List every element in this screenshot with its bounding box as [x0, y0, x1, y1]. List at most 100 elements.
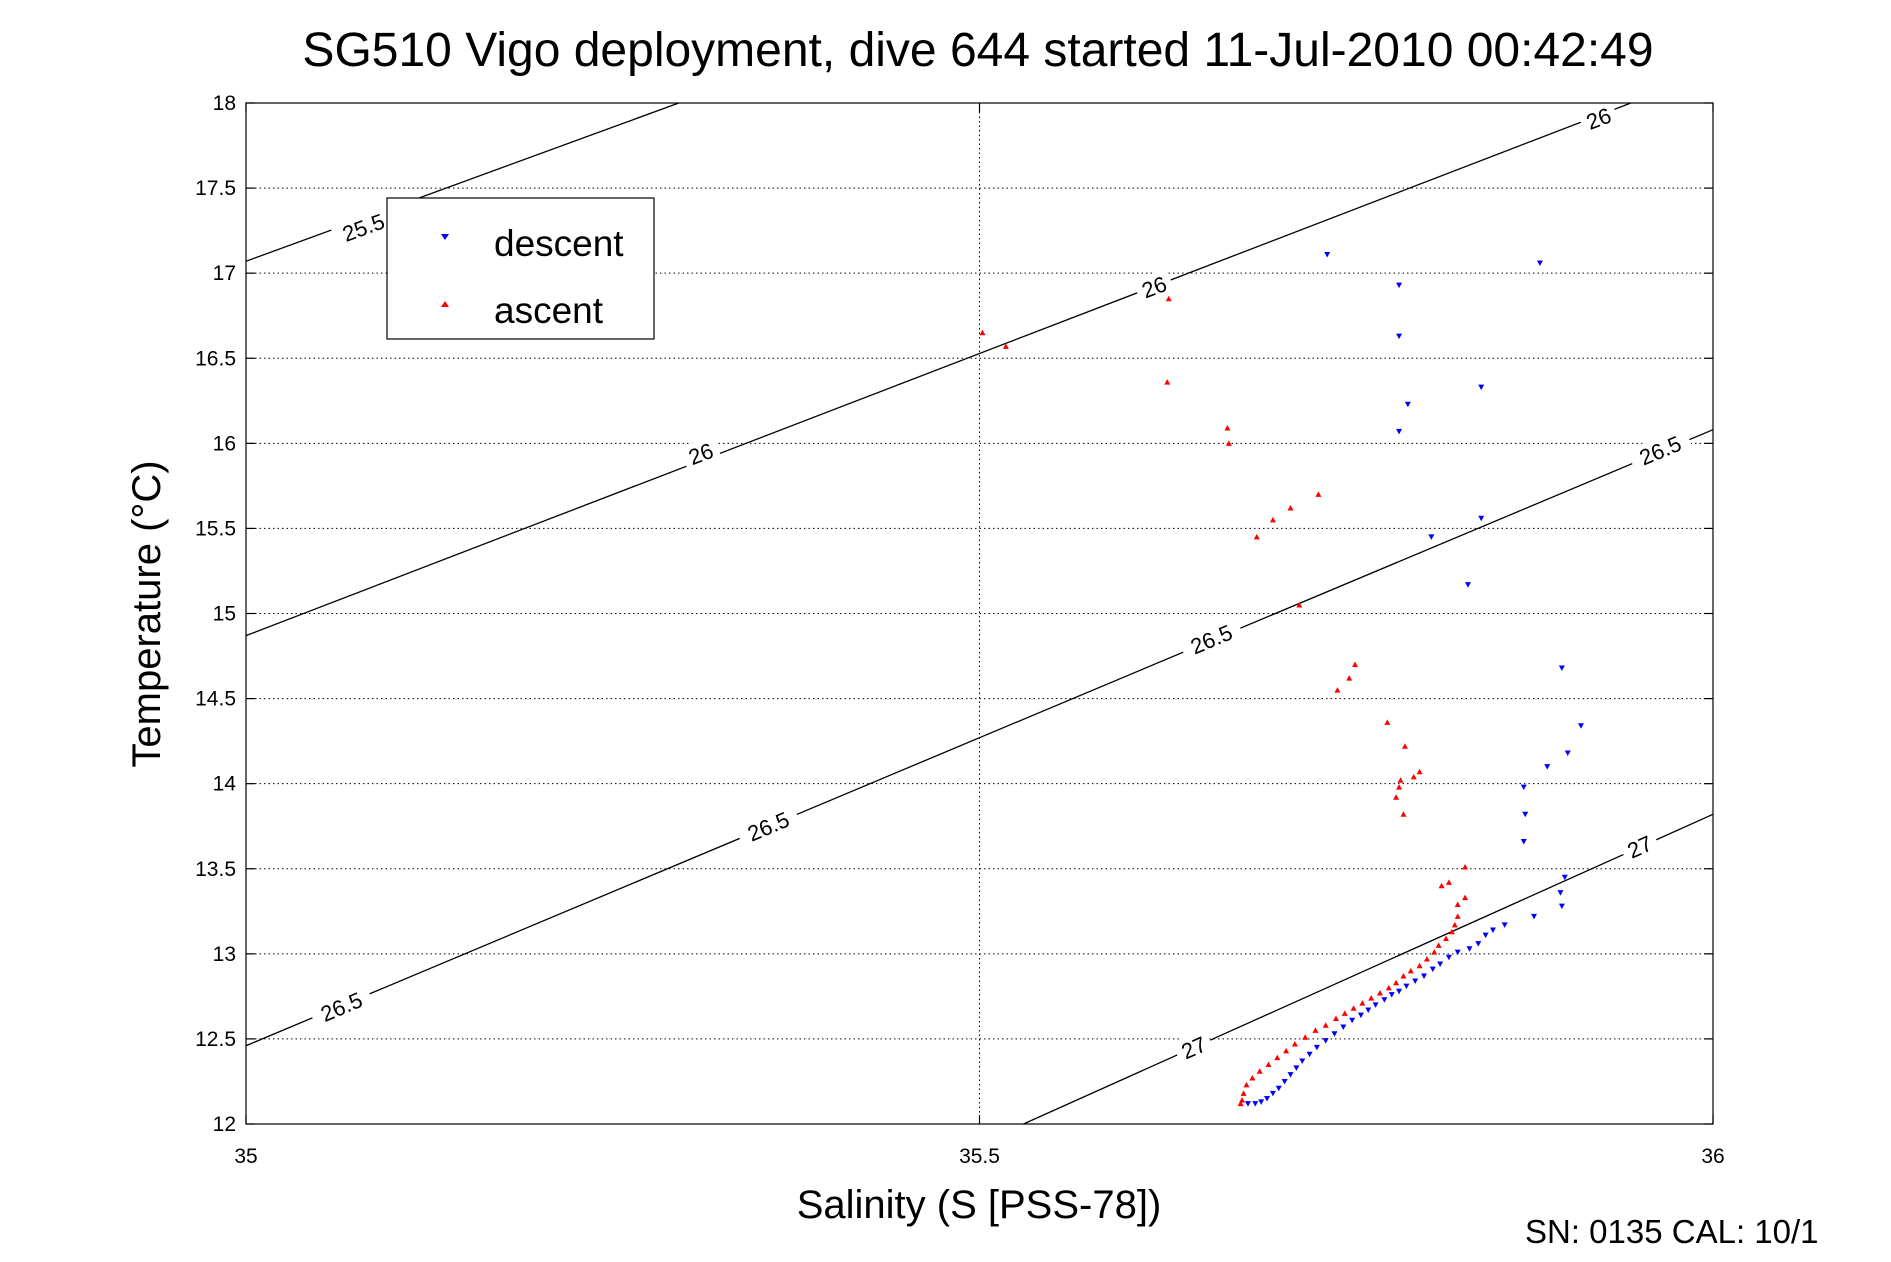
descent-point [1244, 1101, 1251, 1107]
ascent-point [1249, 1075, 1256, 1081]
data-points [979, 251, 1584, 1107]
descent-point [1322, 1038, 1329, 1044]
y-tick-label: 17.5 [195, 177, 236, 200]
descent-point [1489, 927, 1496, 934]
y-tick-label: 14.5 [195, 688, 236, 711]
density-contour-26 [246, 103, 1632, 637]
ascent-point [1423, 955, 1430, 962]
ascent-point [1368, 995, 1375, 1001]
ascent-point [1376, 989, 1383, 996]
axis-ticks: 12 12.5 13 13.5 14 14.5 15 15.5 16 16.5 17 17.5 18 35… [195, 92, 1725, 1168]
ascent-point [1448, 928, 1455, 935]
y-tick-label: 13.5 [195, 858, 236, 881]
ascent-point [1400, 811, 1407, 817]
x-tick-label: 36 [1701, 1145, 1724, 1168]
descent-point [1258, 1099, 1265, 1105]
descent-point [1478, 384, 1485, 391]
contour-label-background [734, 802, 802, 851]
contour-label: 26.5 [744, 807, 793, 847]
ascent-point [1350, 1005, 1357, 1011]
density-contour-27 [1023, 813, 1713, 1124]
ascent-point [1443, 935, 1450, 942]
descent-point [1388, 992, 1395, 998]
ascent-point [1407, 967, 1414, 974]
contour-label-background [307, 982, 375, 1031]
ascent-point [1302, 1034, 1309, 1040]
descent-point [1264, 1095, 1271, 1102]
ascent-point [1237, 1100, 1244, 1107]
ascent-point [1002, 343, 1009, 349]
ascent-point [1269, 516, 1276, 523]
ascent-point [1274, 1054, 1281, 1061]
ascent-point [1462, 894, 1469, 901]
ascent-point [1243, 1081, 1250, 1088]
ascent-point [979, 329, 986, 336]
descent-point [1520, 839, 1527, 845]
descent-point [1475, 941, 1482, 947]
descent-point [1421, 973, 1428, 979]
contour-label-background [1617, 827, 1662, 866]
descent-point [1349, 1017, 1356, 1024]
ascent-point [1445, 879, 1452, 885]
descent-point [1412, 978, 1419, 985]
ascent-point [1451, 921, 1458, 928]
legend-marker-descent [441, 234, 449, 240]
descent-point [1445, 954, 1452, 961]
ascent-point [1400, 972, 1407, 979]
contour-label-background [1171, 1028, 1216, 1067]
descent-point [1558, 903, 1565, 910]
descent-point [1465, 582, 1472, 588]
serial-calibration-note: SN: 0135 CAL: 10/1 [1525, 1213, 1819, 1250]
ascent-point [1454, 913, 1461, 919]
contour-label-background [329, 204, 397, 251]
ascent-point [1287, 504, 1294, 511]
ascent-point [1346, 675, 1353, 681]
y-tick-label: 18 [213, 92, 236, 115]
descent-point [1522, 811, 1529, 818]
contour-label-background [1577, 99, 1621, 137]
ascent-point [1410, 773, 1417, 780]
ascent-point [1393, 794, 1400, 800]
ascent-point [1393, 979, 1400, 986]
descent-point [1404, 401, 1411, 408]
descent-point [1429, 966, 1436, 973]
ascent-point [1359, 1000, 1366, 1006]
descent-point [1281, 1078, 1288, 1085]
descent-point [1275, 1085, 1282, 1092]
descent-point [1403, 983, 1410, 990]
x-tick-label: 35 [234, 1145, 257, 1168]
ascent-point [1334, 687, 1341, 693]
descent-point [1466, 946, 1473, 952]
descent-point [1396, 333, 1403, 340]
descent-point [1501, 922, 1508, 928]
ascent-point [1224, 425, 1231, 431]
descent-point [1396, 988, 1403, 995]
ascent-point [1312, 1027, 1319, 1033]
y-tick-label: 16 [213, 432, 236, 455]
ascent-point [1401, 743, 1408, 749]
legend-label-descent: descent [494, 223, 624, 264]
contour-label: 26.5 [1187, 620, 1236, 660]
descent-point [1544, 764, 1551, 770]
descent-point [1396, 428, 1403, 435]
ascent-point [1283, 1047, 1290, 1054]
descent-point [1482, 932, 1489, 939]
ascent-point [1396, 784, 1403, 790]
descent-point [1306, 1051, 1313, 1058]
descent-point [1536, 260, 1543, 266]
descent-point [1557, 890, 1564, 896]
descent-point [1324, 251, 1331, 258]
y-tick-label: 15 [213, 603, 236, 626]
descent-point [1428, 534, 1435, 540]
ascent-point [1332, 1015, 1339, 1021]
ascent-point [1315, 491, 1322, 497]
ascent-point [1225, 440, 1232, 446]
x-axis-label: Salinity (S [PSS-78]) [797, 1183, 1162, 1227]
contour-label-background [1132, 268, 1176, 306]
ascent-point [1265, 1061, 1272, 1067]
descent-point [1577, 723, 1584, 729]
y-axis-label: Temperature (°C) [125, 460, 169, 767]
ascent-point [1291, 1041, 1298, 1047]
descent-point [1520, 784, 1527, 791]
